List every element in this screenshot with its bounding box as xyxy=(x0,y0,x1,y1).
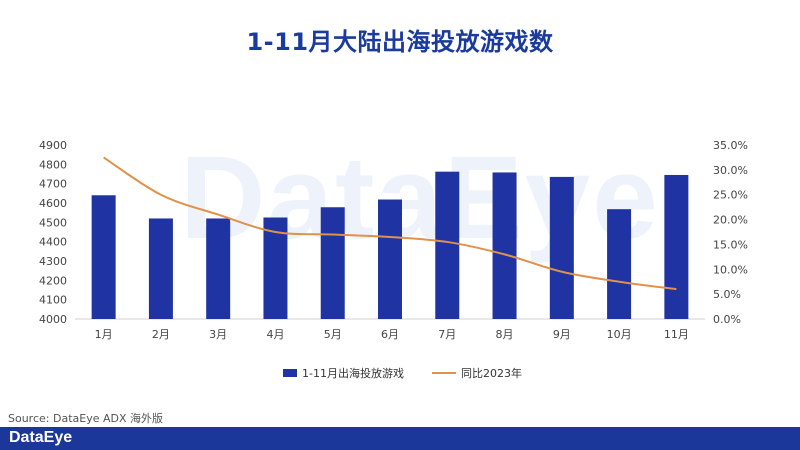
x-tick-label: 5月 xyxy=(324,328,342,341)
legend: 1-11月出海投放游戏 同比2023年 xyxy=(0,365,800,385)
x-tick-label: 1月 xyxy=(95,328,113,341)
y-left-tick-label: 4800 xyxy=(39,158,67,171)
bar xyxy=(91,195,116,319)
bar xyxy=(549,176,574,319)
y-left-tick-label: 4200 xyxy=(39,274,67,287)
y-left-tick-label: 4900 xyxy=(39,139,67,152)
legend-bar-label: 1-11月出海投放游戏 xyxy=(302,367,404,380)
y-right-tick-label: 30.0% xyxy=(713,164,748,177)
y-left-tick-label: 4300 xyxy=(39,255,67,268)
legend-bar-swatch xyxy=(283,369,297,377)
bar xyxy=(664,174,689,319)
chart-title: 1-11月大陆出海投放游戏数 xyxy=(246,28,554,56)
legend-line-swatch xyxy=(432,372,456,374)
y-left-tick-label: 4100 xyxy=(39,294,67,307)
legend-line-label: 同比2023年 xyxy=(461,367,522,380)
y-right-tick-label: 5.0% xyxy=(713,288,741,301)
x-tick-label: 3月 xyxy=(209,328,227,341)
x-tick-label: 4月 xyxy=(266,328,284,341)
x-tick-label: 9月 xyxy=(553,328,571,341)
y-left-tick-label: 4400 xyxy=(39,236,67,249)
bar xyxy=(148,218,173,319)
x-tick-label: 7月 xyxy=(438,328,456,341)
source-note: Source: DataEye ADX 海外版 xyxy=(8,412,163,425)
x-tick-label: 8月 xyxy=(496,328,514,341)
y-right-tick-label: 10.0% xyxy=(713,263,748,276)
y-right-tick-label: 35.0% xyxy=(713,139,748,152)
y-left-tick-label: 4600 xyxy=(39,197,67,210)
x-tick-label: 2月 xyxy=(152,328,170,341)
y-right-tick-label: 0.0% xyxy=(713,313,741,326)
x-tick-label: 6月 xyxy=(381,328,399,341)
footer-bar: DataEye xyxy=(0,427,800,450)
legend-item-bars: 1-11月出海投放游戏 xyxy=(283,365,404,381)
footer-logo: DataEye xyxy=(9,429,73,446)
combo-chart: 4000 4100 4200 4300 4400 4500 4600 4700 4800 4900… xyxy=(39,139,748,341)
bar xyxy=(492,172,517,319)
bar xyxy=(206,218,231,319)
x-tick-label: 11月 xyxy=(664,328,689,341)
y-right-tick-label: 20.0% xyxy=(713,214,748,227)
y-right-tick-label: 25.0% xyxy=(713,189,748,202)
bar xyxy=(607,209,632,319)
bar xyxy=(378,199,402,319)
bar xyxy=(263,217,288,319)
y-left-tick-label: 4500 xyxy=(39,216,67,229)
bar xyxy=(435,171,460,319)
x-tick-label: 10月 xyxy=(607,328,632,341)
legend-item-line: 同比2023年 xyxy=(432,365,522,381)
y-left-tick-label: 4700 xyxy=(39,178,67,191)
y-left-tick-label: 4000 xyxy=(39,313,67,326)
y-right-tick-label: 15.0% xyxy=(713,238,748,251)
bar xyxy=(320,207,345,319)
